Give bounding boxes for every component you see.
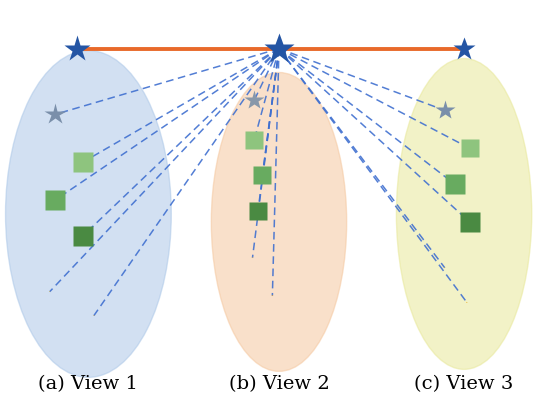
Text: (a) View 1: (a) View 1 <box>39 375 138 393</box>
Text: (b) View 2: (b) View 2 <box>229 375 329 393</box>
Text: (c) View 3: (c) View 3 <box>415 375 514 393</box>
Ellipse shape <box>396 59 532 369</box>
Polygon shape <box>444 267 445 268</box>
Polygon shape <box>272 295 273 296</box>
Polygon shape <box>466 302 468 303</box>
Polygon shape <box>93 315 94 316</box>
Polygon shape <box>252 257 253 258</box>
Polygon shape <box>49 291 50 292</box>
Ellipse shape <box>211 72 347 371</box>
Ellipse shape <box>6 50 171 377</box>
